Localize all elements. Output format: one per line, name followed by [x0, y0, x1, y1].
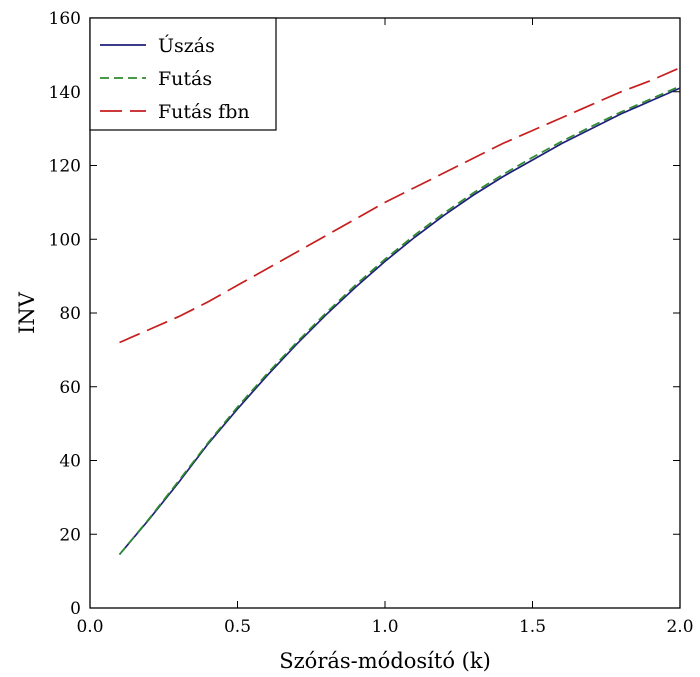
- x-axis-label: Szórás-módosító (k): [279, 649, 491, 673]
- tick-labels: 0.0 0.5 1.0 1.5 2.0 0 20 40 60 80 100 120 140 160: [49, 9, 694, 637]
- series-line-úszás: [118, 87, 681, 556]
- series-lines: [118, 67, 681, 556]
- series-line-futás-fbn: [119, 67, 681, 344]
- x-tick-label: 2.0: [666, 617, 693, 637]
- y-tick-label: 160: [49, 9, 81, 29]
- legend-label: Futás: [158, 68, 212, 90]
- x-tick-label: 0.0: [76, 617, 103, 637]
- y-tick-label: 80: [59, 304, 81, 324]
- y-tick-label: 120: [49, 157, 81, 177]
- x-tick-label: 1.5: [519, 617, 546, 637]
- y-tick-label: 20: [59, 525, 81, 545]
- y-tick-label: 60: [59, 378, 81, 398]
- y-tick-label: 140: [49, 83, 81, 103]
- y-axis-label: INV: [15, 291, 39, 334]
- x-tick-label: 0.5: [224, 617, 251, 637]
- y-tick-label: 40: [59, 452, 81, 472]
- y-tick-label: 100: [49, 230, 81, 250]
- legend-label: Úszás: [158, 34, 215, 57]
- legend: Úszás Futás Futás fbn: [89, 17, 277, 131]
- legend-label: Futás fbn: [158, 101, 250, 123]
- series-line-futás: [118, 85, 681, 556]
- y-tick-label: 0: [70, 599, 81, 619]
- x-tick-label: 1.0: [371, 617, 398, 637]
